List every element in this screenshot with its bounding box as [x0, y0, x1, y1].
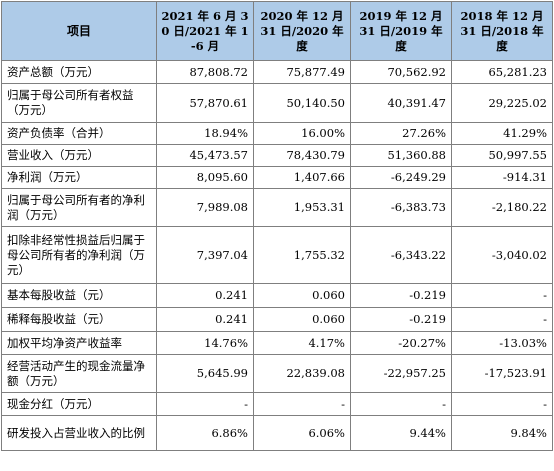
cell-value: 50,140.50	[253, 83, 351, 123]
row-label: 现金分红（万元）	[1, 392, 157, 416]
cell-value: -	[350, 392, 452, 416]
cell-value: -	[451, 283, 553, 308]
table-row: 归属于母公司所有者的净利润（万元） 7,989.08 1,953.31 -6,3…	[1, 188, 553, 227]
cell-value: 14.76%	[156, 331, 254, 355]
cell-value: 5,645.99	[156, 354, 254, 393]
cell-value: 7,397.04	[156, 226, 254, 284]
cell-value: -13.03%	[451, 331, 553, 355]
cell-value: 0.060	[253, 283, 351, 308]
cell-value: 65,281.23	[451, 60, 553, 84]
table-row: 稀释每股收益（元） 0.241 0.060 -0.219 -	[1, 307, 553, 332]
cell-value: 7,989.08	[156, 188, 254, 227]
row-label: 资产负债率（合并）	[1, 122, 157, 145]
row-label: 营业收入（万元）	[1, 144, 157, 167]
cell-value: -6,383.73	[350, 188, 452, 227]
cell-value: 9.44%	[350, 415, 452, 451]
cell-value: -6,249.29	[350, 166, 452, 189]
cell-value: 70,562.92	[350, 60, 452, 84]
cell-value: 75,877.49	[253, 60, 351, 84]
row-label: 基本每股收益（元）	[1, 283, 157, 308]
cell-value: 16.00%	[253, 122, 351, 145]
cell-value: -0.219	[350, 307, 452, 332]
cell-value: 6.06%	[253, 415, 351, 451]
table-row: 研发投入占营业收入的比例 6.86% 6.06% 9.44% 9.84%	[1, 415, 553, 451]
cell-value: 0.060	[253, 307, 351, 332]
table-row: 经营活动产生的现金流量净额（万元） 5,645.99 22,839.08 -22…	[1, 354, 553, 393]
cell-value: 1,755.32	[253, 226, 351, 284]
row-label: 资产总额（万元）	[1, 60, 157, 84]
table-row: 净利润（万元） 8,095.60 1,407.66 -6,249.29 -914…	[1, 166, 553, 189]
row-label: 净利润（万元）	[1, 166, 157, 189]
cell-value: -0.219	[350, 283, 452, 308]
row-label: 经营活动产生的现金流量净额（万元）	[1, 354, 157, 393]
table-row: 加权平均净资产收益率 14.76% 4.17% -20.27% -13.03%	[1, 331, 553, 355]
cell-value: 29,225.02	[451, 83, 553, 123]
cell-value: -	[156, 392, 254, 416]
cell-value: 78,430.79	[253, 144, 351, 167]
row-label: 归属于母公司所有者的净利润（万元）	[1, 188, 157, 227]
cell-value: -17,523.91	[451, 354, 553, 393]
cell-value: -3,040.02	[451, 226, 553, 284]
table-row: 资产总额（万元） 87,808.72 75,877.49 70,562.92 6…	[1, 60, 553, 84]
cell-value: 50,997.55	[451, 144, 553, 167]
table-row: 营业收入（万元） 45,473.57 78,430.79 51,360.88 5…	[1, 144, 553, 167]
cell-value: -22,957.25	[350, 354, 452, 393]
cell-value: 1,953.31	[253, 188, 351, 227]
cell-value: 87,808.72	[156, 60, 254, 84]
header-2020: 2020 年 12 月 31 日/2020 年度	[253, 1, 351, 61]
cell-value: -20.27%	[350, 331, 452, 355]
cell-value: -	[451, 392, 553, 416]
header-2018: 2018 年 12 月 31 日/2018 年度	[451, 1, 553, 61]
cell-value: 45,473.57	[156, 144, 254, 167]
header-2019: 2019 年 12 月 31 日/2019 年度	[350, 1, 452, 61]
table-row: 资产负债率（合并） 18.94% 16.00% 27.26% 41.29%	[1, 122, 553, 145]
cell-value: 41.29%	[451, 122, 553, 145]
cell-value: 18.94%	[156, 122, 254, 145]
header-2021h1: 2021 年 6 月 30 日/2021 年 1-6 月	[156, 1, 254, 61]
table-row: 扣除非经常性损益后归属于母公司所有者的净利润（万元） 7,397.04 1,75…	[1, 226, 553, 284]
financial-table-container: 项目 2021 年 6 月 30 日/2021 年 1-6 月 2020 年 1…	[1, 1, 553, 451]
table-row: 现金分红（万元） - - - -	[1, 392, 553, 416]
cell-value: -2,180.22	[451, 188, 553, 227]
row-label: 归属于母公司所有者权益（万元）	[1, 83, 157, 123]
header-row: 项目 2021 年 6 月 30 日/2021 年 1-6 月 2020 年 1…	[1, 1, 553, 61]
row-label: 扣除非经常性损益后归属于母公司所有者的净利润（万元）	[1, 226, 157, 284]
cell-value: -	[451, 307, 553, 332]
header-item: 项目	[1, 1, 157, 61]
cell-value: 51,360.88	[350, 144, 452, 167]
cell-value: -914.31	[451, 166, 553, 189]
cell-value: 27.26%	[350, 122, 452, 145]
financial-data-table: 项目 2021 年 6 月 30 日/2021 年 1-6 月 2020 年 1…	[1, 1, 553, 451]
cell-value: 57,870.61	[156, 83, 254, 123]
table-row: 归属于母公司所有者权益（万元） 57,870.61 50,140.50 40,3…	[1, 83, 553, 123]
row-label: 稀释每股收益（元）	[1, 307, 157, 332]
cell-value: -6,343.22	[350, 226, 452, 284]
cell-value: 0.241	[156, 283, 254, 308]
cell-value: 4.17%	[253, 331, 351, 355]
row-label: 研发投入占营业收入的比例	[1, 415, 157, 451]
row-label: 加权平均净资产收益率	[1, 331, 157, 355]
cell-value: -	[253, 392, 351, 416]
cell-value: 6.86%	[156, 415, 254, 451]
cell-value: 22,839.08	[253, 354, 351, 393]
cell-value: 8,095.60	[156, 166, 254, 189]
cell-value: 40,391.47	[350, 83, 452, 123]
cell-value: 9.84%	[451, 415, 553, 451]
cell-value: 1,407.66	[253, 166, 351, 189]
table-row: 基本每股收益（元） 0.241 0.060 -0.219 -	[1, 283, 553, 308]
cell-value: 0.241	[156, 307, 254, 332]
